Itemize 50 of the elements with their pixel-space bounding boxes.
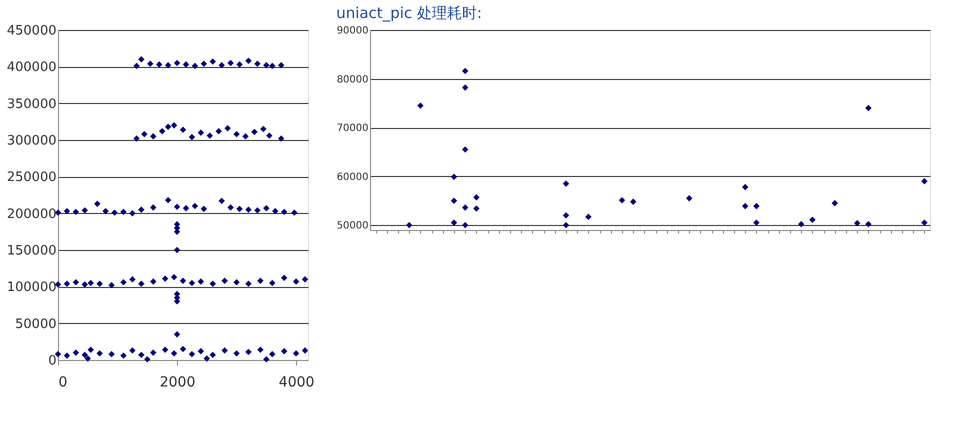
point xyxy=(618,197,626,204)
point xyxy=(832,200,838,206)
x-tick-label: 4000 xyxy=(278,374,314,390)
point xyxy=(630,198,636,205)
y-tick-label: 90000 xyxy=(336,26,368,36)
point xyxy=(462,84,468,91)
x-tick-label: 0 xyxy=(58,374,68,390)
point xyxy=(462,68,468,74)
point xyxy=(562,222,570,228)
y-tick-label: 70000 xyxy=(336,123,368,134)
point xyxy=(585,214,592,220)
point xyxy=(753,202,760,210)
point xyxy=(562,212,570,219)
y-tick-label: 50000 xyxy=(15,316,56,332)
point xyxy=(753,220,760,226)
y-tick-label: 250000 xyxy=(6,170,56,186)
point xyxy=(865,104,872,112)
point xyxy=(473,194,480,200)
point xyxy=(450,174,458,180)
y-tick-label: 50000 xyxy=(336,220,368,232)
y-tick-label: 450000 xyxy=(6,24,56,38)
y-tick-label: 150000 xyxy=(6,244,56,258)
point xyxy=(462,146,468,153)
y-tick-label: 80000 xyxy=(336,74,368,86)
point xyxy=(406,222,412,228)
point xyxy=(742,184,748,190)
point xyxy=(798,220,804,228)
y-tick-label: 100000 xyxy=(6,280,56,296)
point xyxy=(921,220,928,226)
point xyxy=(562,180,570,187)
point xyxy=(865,220,872,228)
y-tick-label: 400000 xyxy=(6,60,56,76)
chart-title: uniact_pic 处理耗时: xyxy=(336,4,482,22)
point xyxy=(462,204,468,211)
y-tick-label: 350000 xyxy=(6,96,56,112)
y-tick-label: 200000 xyxy=(6,206,56,222)
y-tick-label: 0 xyxy=(48,354,56,368)
x-tick-label: 2000 xyxy=(160,374,196,390)
point xyxy=(686,195,692,202)
point xyxy=(921,178,928,184)
y-tick-label: 60000 xyxy=(336,172,368,183)
y-tick-label: 300000 xyxy=(6,134,56,148)
point xyxy=(450,220,458,226)
point xyxy=(417,102,424,109)
point xyxy=(473,205,480,212)
point xyxy=(450,198,458,204)
point xyxy=(462,222,468,228)
point xyxy=(854,220,860,226)
point xyxy=(742,202,748,210)
point xyxy=(809,216,816,223)
